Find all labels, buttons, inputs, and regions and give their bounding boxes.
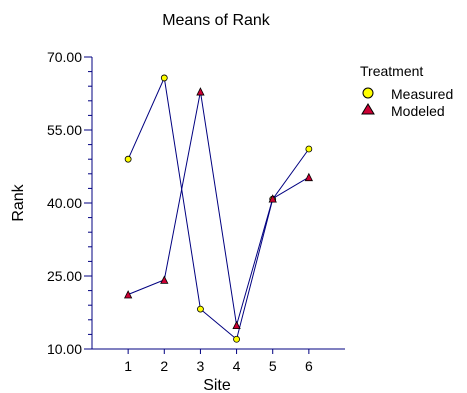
data-point-measured: [305, 145, 313, 153]
series-line-measured: [127, 76, 310, 341]
x-tick-label: 6: [305, 358, 313, 374]
legend: Treatment Measured Modeled: [360, 63, 453, 119]
plot-series: [123, 74, 314, 343]
y-tick-label: 10.00: [47, 341, 82, 357]
data-point-modeled: [196, 87, 205, 96]
legend-measured-marker: [362, 87, 374, 99]
data-point-measured: [197, 305, 204, 313]
data-point-modeled: [268, 194, 277, 203]
y-tick-label: 55.00: [47, 122, 82, 138]
data-point-measured: [124, 155, 132, 163]
x-tick-label: 3: [197, 358, 205, 374]
x-tick-label: 5: [269, 358, 277, 374]
data-point-modeled: [123, 290, 133, 299]
y-tick-label: 70.00: [47, 49, 82, 65]
data-point-modeled: [304, 172, 314, 182]
data-point-modeled: [232, 320, 241, 330]
data-point-measured: [160, 74, 168, 82]
data-point-modeled: [160, 275, 169, 284]
x-axis-label: Site: [203, 377, 231, 393]
y-axis: 10.00 25.00 40.00 55.00 70.00: [47, 49, 93, 357]
x-tick-label: 1: [124, 358, 132, 374]
y-tick-label: 40.00: [47, 195, 82, 211]
x-tick-label: 2: [160, 358, 168, 374]
series-line-modeled: [127, 91, 310, 326]
legend-modeled-label: Modeled: [391, 103, 445, 119]
y-axis-label: Rank: [10, 183, 27, 221]
legend-title: Treatment: [360, 63, 423, 79]
legend-modeled-marker: [361, 103, 375, 115]
x-tick-label: 4: [233, 358, 241, 374]
data-point-measured: [233, 335, 240, 343]
legend-measured-label: Measured: [391, 86, 453, 102]
y-tick-label: 25.00: [47, 268, 82, 284]
chart-title: Means of Rank: [162, 12, 271, 29]
x-axis: 1 2 3 4 5 6: [92, 348, 345, 374]
